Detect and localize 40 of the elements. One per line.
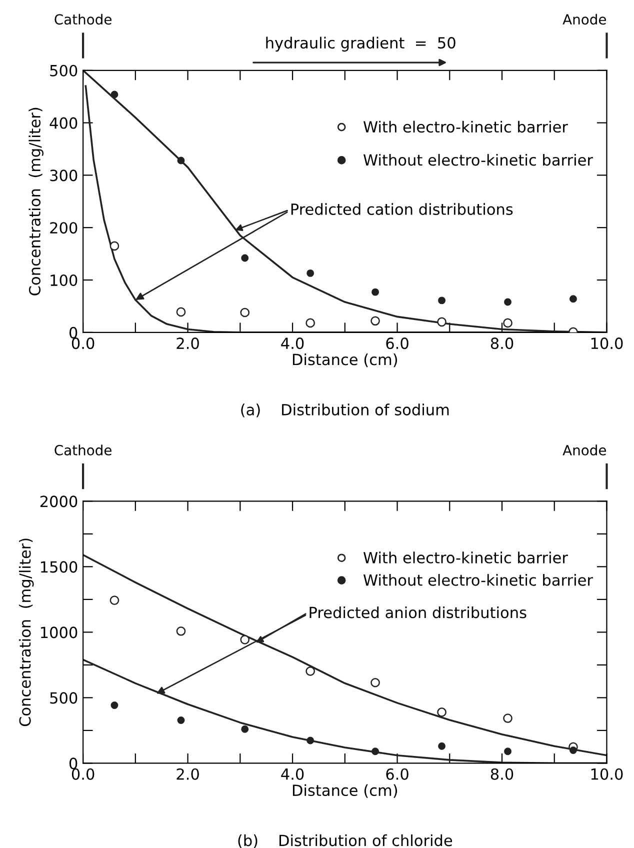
x-tick-label: 6.0: [386, 338, 408, 350]
annotation: Predicted anion distributions: [310, 606, 526, 618]
annotation: Predicted cation distributions: [291, 203, 513, 216]
y-axis-title: Concentration (mg/liter): [28, 108, 44, 296]
text: Anode: [562, 444, 606, 456]
x-axis-title: Distance (cm): [292, 784, 398, 798]
x-tick-label: 0.0: [72, 768, 94, 780]
x-tick-label: 8.0: [490, 768, 514, 780]
y-tick-label: 0: [69, 758, 78, 770]
y-tick-label: 500: [50, 692, 78, 704]
y-tick-label: 200: [50, 222, 78, 234]
legend-label: Without electro-kinetic barrier: [363, 154, 593, 166]
text: Cathode: [54, 14, 112, 25]
x-tick-label: 2.0: [176, 768, 199, 780]
legend-label: Without electro-kinetic barrier: [363, 574, 593, 586]
x-tick-label: 4.0: [281, 768, 304, 780]
y-tick-label: 400: [50, 117, 78, 129]
x-axis-title: Distance (cm): [292, 353, 398, 368]
y-axis-title: Concentration (mg/liter): [18, 538, 34, 726]
x-tick-label: 4.0: [281, 338, 304, 350]
text: (a) Distribution of sodium: [241, 404, 449, 418]
y-tick-label: 100: [50, 274, 78, 286]
text: Anode: [562, 14, 606, 25]
text: (b) Distribution of chloride: [238, 834, 452, 848]
x-tick-label: 10.0: [591, 338, 623, 350]
y-tick-label: 300: [50, 170, 78, 182]
y-tick-label: 0: [69, 326, 78, 338]
y-tick-label: 500: [50, 64, 78, 76]
x-tick-label: 2.0: [176, 338, 199, 350]
legend-label: With electro-kinetic barrier: [363, 552, 568, 564]
text: Cathode: [54, 444, 112, 456]
x-tick-label: 10.0: [591, 768, 623, 780]
x-tick-label: 8.0: [490, 338, 514, 350]
x-tick-label: 0.0: [72, 338, 94, 350]
y-tick-label: 1000: [40, 626, 78, 638]
text: hydraulic gradient = 50: [266, 36, 456, 52]
y-tick-label: 1500: [40, 561, 78, 573]
x-tick-label: 6.0: [386, 768, 408, 780]
legend-label: With electro-kinetic barrier: [363, 120, 568, 133]
y-tick-label: 2000: [40, 496, 78, 508]
